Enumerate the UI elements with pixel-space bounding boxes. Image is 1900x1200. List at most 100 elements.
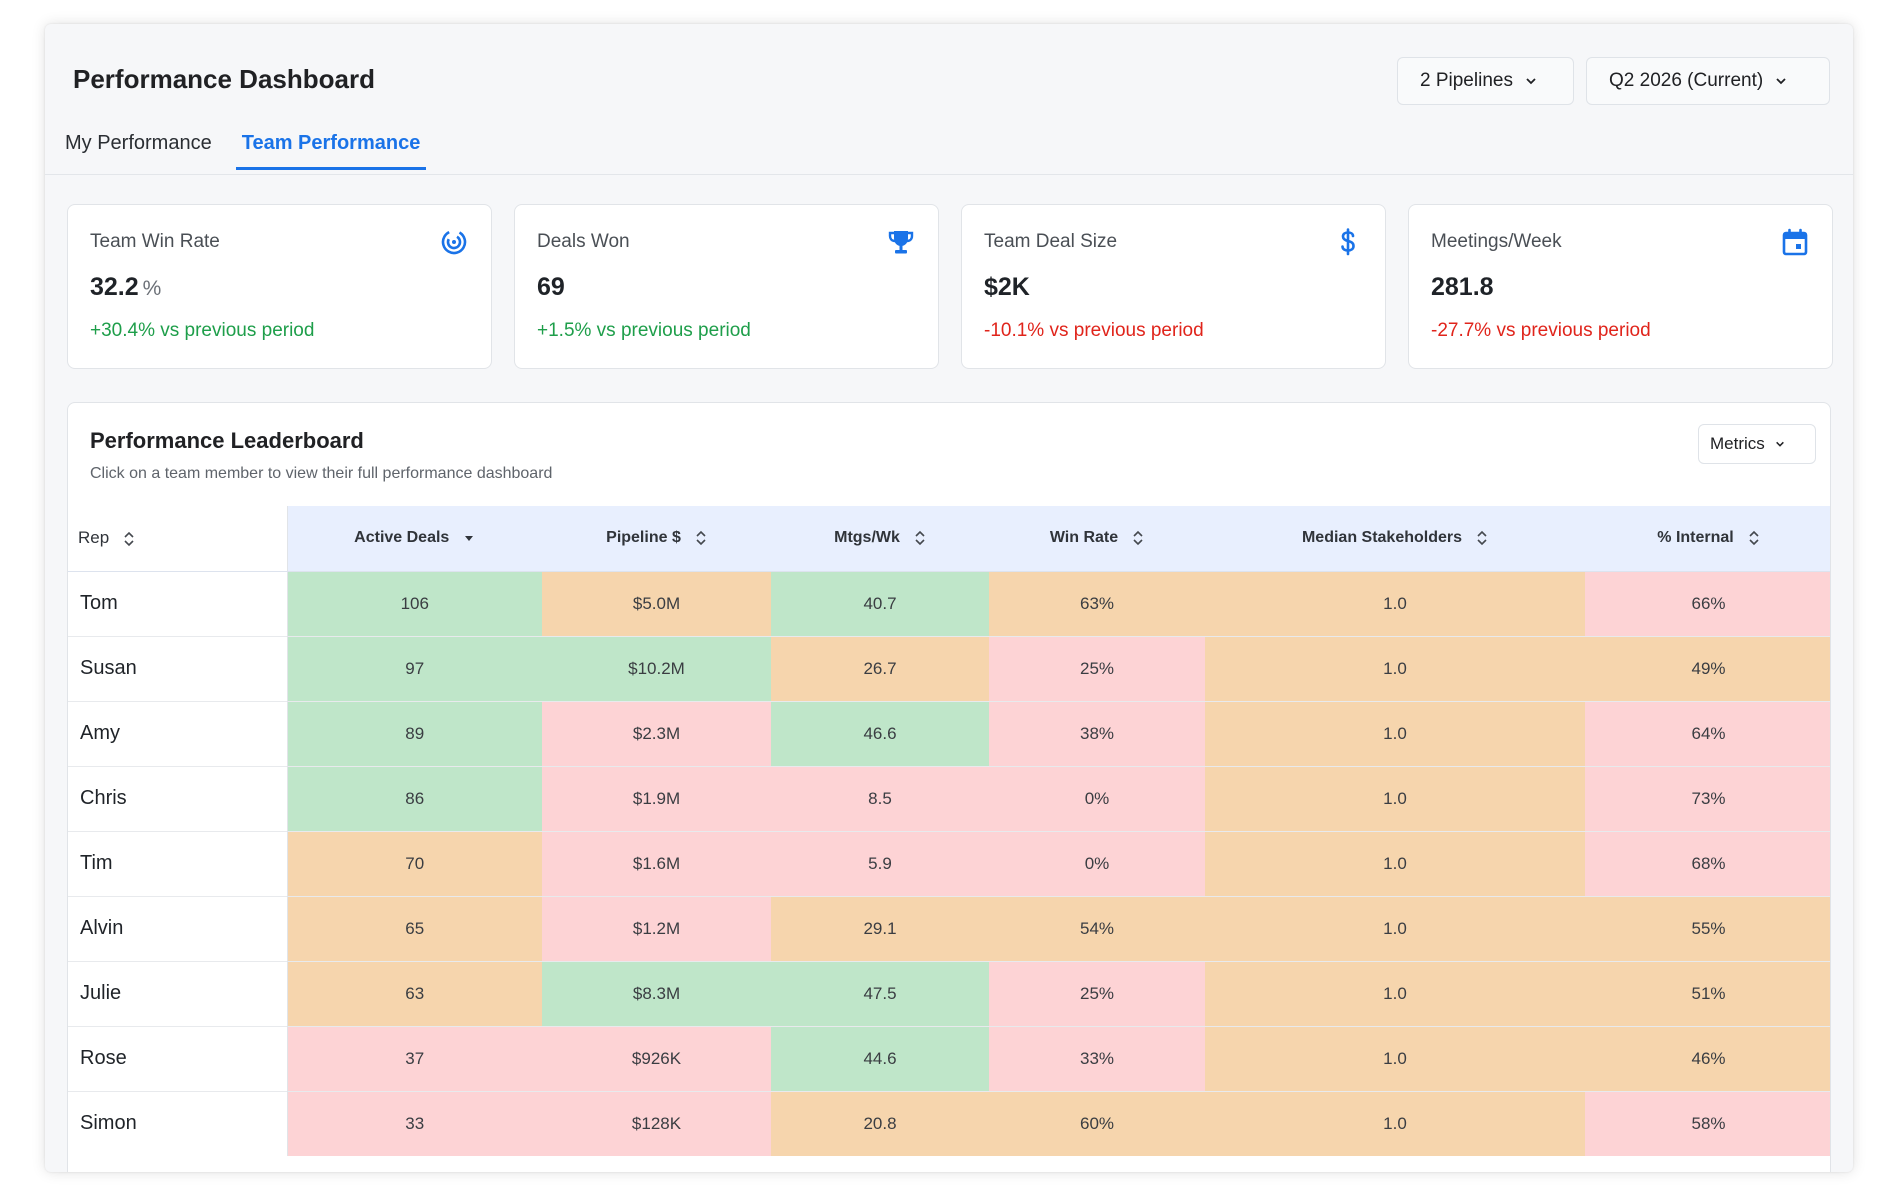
- sort-icon: [1749, 530, 1759, 546]
- metric-cell: 97: [287, 635, 542, 701]
- metric-cell: 1.0: [1205, 700, 1585, 766]
- metric-cell: 1.0: [1205, 765, 1585, 831]
- metric-cell: 46.6: [771, 700, 989, 766]
- kpi-label: Meetings/Week: [1431, 231, 1562, 252]
- column-header-pipeline[interactable]: Pipeline $: [542, 506, 771, 572]
- metric-cell: $1.6M: [542, 830, 771, 896]
- metric-cell: 26.7: [771, 635, 989, 701]
- table-row[interactable]: Julie 63 $8.3M 47.5 25% 1.0 51%: [68, 960, 1830, 1026]
- metric-cell: 89: [287, 700, 542, 766]
- kpi-delta: +1.5% vs previous period: [537, 320, 751, 341]
- rep-name-cell[interactable]: Chris: [68, 765, 288, 831]
- kpi-card-deals-won: Deals Won 69 +1.5% vs previous period: [514, 204, 939, 369]
- trophy-icon: [888, 231, 914, 254]
- sort-icon: [1133, 530, 1143, 546]
- kpi-label: Deals Won: [537, 231, 630, 252]
- column-header-internal[interactable]: % Internal: [1585, 506, 1830, 572]
- kpi-value: $2K: [984, 273, 1030, 301]
- metric-cell: 40.7: [771, 570, 989, 636]
- metric-cell: 51%: [1585, 960, 1830, 1026]
- metric-cell: 29.1: [771, 895, 989, 961]
- metric-cell: 47.5: [771, 960, 989, 1026]
- metrics-dropdown[interactable]: Metrics: [1698, 424, 1816, 464]
- table-header-row: Rep Active Deals Pipeline $ Mtgs/Wk Win …: [68, 506, 1830, 572]
- metric-cell: 86: [287, 765, 542, 831]
- period-dropdown-label: Q2 2026 (Current): [1609, 70, 1764, 91]
- column-header-median-stakeholders[interactable]: Median Stakeholders: [1205, 506, 1585, 572]
- metric-cell: 25%: [989, 960, 1205, 1026]
- table-row[interactable]: Tom 106 $5.0M 40.7 63% 1.0 66%: [68, 570, 1830, 636]
- metric-cell: 66%: [1585, 570, 1830, 636]
- chevron-down-icon: [1526, 78, 1536, 85]
- rep-name-cell[interactable]: Tom: [68, 570, 288, 636]
- tab-my-performance[interactable]: My Performance: [65, 132, 212, 154]
- metrics-dropdown-label: Metrics: [1710, 434, 1765, 453]
- sort-icon: [696, 530, 706, 546]
- table-row[interactable]: Simon 33 $128K 20.8 60% 1.0 58%: [68, 1090, 1830, 1156]
- sort-icon: [1477, 530, 1487, 546]
- leaderboard-panel: Performance Leaderboard Click on a team …: [67, 402, 1831, 1172]
- tab-team-performance[interactable]: Team Performance: [235, 132, 427, 170]
- table-row[interactable]: Susan 97 $10.2M 26.7 25% 1.0 49%: [68, 635, 1830, 701]
- kpi-value: 32.2%: [90, 273, 162, 301]
- leaderboard-subtitle: Click on a team member to view their ful…: [90, 465, 553, 482]
- column-header-active-deals[interactable]: Active Deals: [287, 506, 542, 572]
- table-row[interactable]: Chris 86 $1.9M 8.5 0% 1.0 73%: [68, 765, 1830, 831]
- metric-cell: 44.6: [771, 1025, 989, 1091]
- kpi-value: 281.8: [1431, 273, 1494, 301]
- metric-cell: 63: [287, 960, 542, 1026]
- kpi-delta: -27.7% vs previous period: [1431, 320, 1651, 341]
- metric-cell: $10.2M: [542, 635, 771, 701]
- table-row[interactable]: Tim 70 $1.6M 5.9 0% 1.0 68%: [68, 830, 1830, 896]
- metric-cell: 73%: [1585, 765, 1830, 831]
- pipelines-dropdown-label: 2 Pipelines: [1420, 70, 1513, 91]
- sort-icon: [124, 531, 134, 546]
- metric-cell: 0%: [989, 765, 1205, 831]
- rep-name-cell[interactable]: Rose: [68, 1025, 288, 1091]
- rep-name-cell[interactable]: Tim: [68, 830, 288, 896]
- page-title: Performance Dashboard: [73, 64, 375, 94]
- metric-cell: 1.0: [1205, 1090, 1585, 1156]
- table-row[interactable]: Amy 89 $2.3M 46.6 38% 1.0 64%: [68, 700, 1830, 766]
- leaderboard-table: Rep Active Deals Pipeline $ Mtgs/Wk Win …: [68, 506, 1830, 1156]
- kpi-card-meetings: Meetings/Week 281.8 -27.7% vs previous p…: [1408, 204, 1833, 369]
- metric-cell: 38%: [989, 700, 1205, 766]
- kpi-value: 69: [537, 273, 565, 301]
- metric-cell: 68%: [1585, 830, 1830, 896]
- metric-cell: 65: [287, 895, 542, 961]
- metric-cell: 1.0: [1205, 895, 1585, 961]
- table-row[interactable]: Alvin 65 $1.2M 29.1 54% 1.0 55%: [68, 895, 1830, 961]
- metric-cell: 1.0: [1205, 570, 1585, 636]
- rep-name-cell[interactable]: Susan: [68, 635, 288, 701]
- metric-cell: 106: [287, 570, 542, 636]
- metric-cell: $1.2M: [542, 895, 771, 961]
- metric-cell: 33%: [989, 1025, 1205, 1091]
- metric-cell: 1.0: [1205, 960, 1585, 1026]
- rep-name-cell[interactable]: Alvin: [68, 895, 288, 961]
- metric-cell: 55%: [1585, 895, 1830, 961]
- metric-cell: $1.9M: [542, 765, 771, 831]
- leaderboard-body: Tom 106 $5.0M 40.7 63% 1.0 66% Susan 97 $10.2M 26.…: [68, 570, 1830, 1156]
- rep-name-cell[interactable]: Julie: [68, 960, 288, 1026]
- metric-cell: 70: [287, 830, 542, 896]
- column-header-rep[interactable]: Rep: [68, 506, 288, 572]
- table-row[interactable]: Rose 37 $926K 44.6 33% 1.0 46%: [68, 1025, 1830, 1091]
- kpi-cards: Team Win Rate 32.2% +30.4% vs previous p…: [67, 204, 1833, 369]
- metric-cell: 33: [287, 1090, 542, 1156]
- column-header-win-rate[interactable]: Win Rate: [989, 506, 1205, 572]
- rep-name-cell[interactable]: Amy: [68, 700, 288, 766]
- kpi-label: Team Win Rate: [90, 231, 220, 252]
- metric-cell: 64%: [1585, 700, 1830, 766]
- metric-cell: 0%: [989, 830, 1205, 896]
- period-dropdown[interactable]: Q2 2026 (Current): [1586, 57, 1830, 105]
- rep-name-cell[interactable]: Simon: [68, 1090, 288, 1156]
- kpi-delta: +30.4% vs previous period: [90, 320, 315, 341]
- pipelines-dropdown[interactable]: 2 Pipelines: [1397, 57, 1574, 105]
- dollar-icon: [1341, 228, 1355, 256]
- column-header-mtgs-wk[interactable]: Mtgs/Wk: [771, 506, 989, 572]
- chevron-down-icon: [1775, 441, 1784, 447]
- metric-cell: 5.9: [771, 830, 989, 896]
- dashboard-window: Performance Dashboard 2 Pipelines Q2 202…: [45, 24, 1853, 1172]
- kpi-unit: %: [142, 277, 162, 300]
- metric-cell: $5.0M: [542, 570, 771, 636]
